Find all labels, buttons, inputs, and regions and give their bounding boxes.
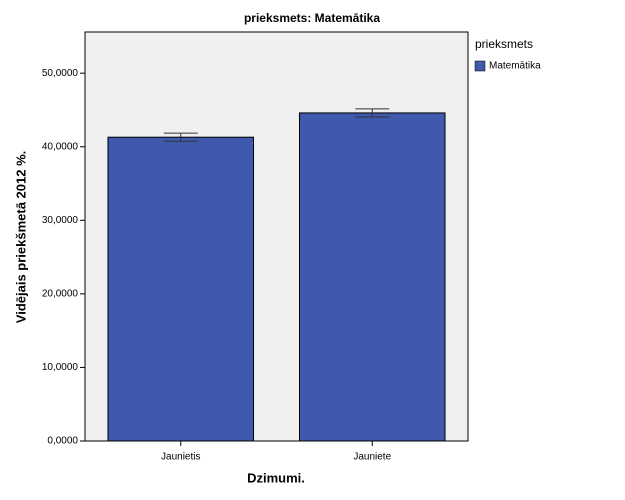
x-tick-label: Jauniete	[353, 452, 391, 463]
x-tick-label: Jaunietis	[161, 452, 200, 463]
y-tick-label: 50,0000	[42, 68, 79, 79]
y-tick-label: 30,0000	[42, 215, 79, 226]
error-bar	[163, 132, 198, 142]
y-tick-label: 40,0000	[42, 141, 79, 152]
legend-title: prieksmets	[475, 37, 533, 51]
y-axis-label: Vidējais priekšmetā 2012 %.	[13, 151, 28, 323]
y-tick-label: 10,0000	[42, 362, 79, 373]
x-axis-label: Dzimumi.	[247, 470, 305, 485]
bar	[107, 136, 255, 442]
legend-swatch	[474, 60, 486, 72]
error-bar	[355, 108, 390, 118]
y-tick-label: 0,0000	[47, 436, 78, 447]
legend-label: Matemātika	[489, 61, 541, 72]
y-tick-label: 20,0000	[42, 289, 79, 300]
bar	[298, 112, 446, 442]
chart-title: prieksmets: Matemātika	[244, 11, 380, 25]
